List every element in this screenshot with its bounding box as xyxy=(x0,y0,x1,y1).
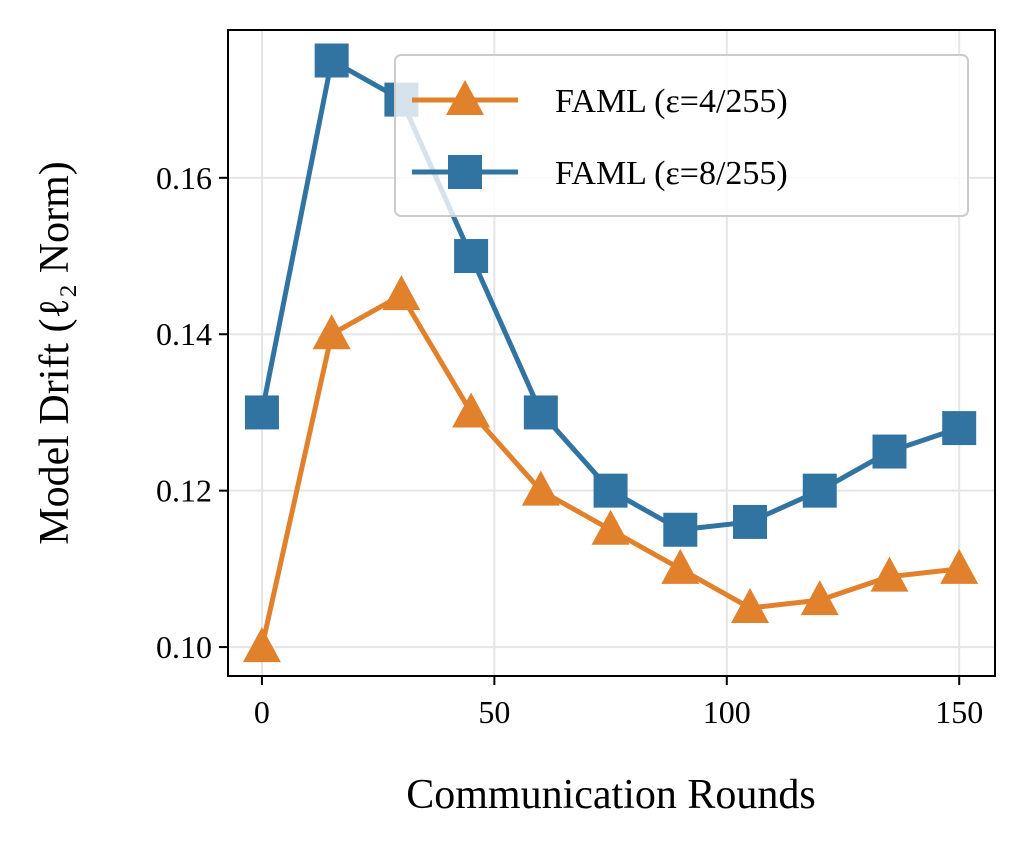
x-tick-label: 50 xyxy=(478,694,510,730)
triangle-marker xyxy=(940,548,979,584)
triangle-marker xyxy=(521,470,560,506)
triangle-marker xyxy=(870,556,909,592)
square-marker xyxy=(448,155,482,189)
triangle-marker xyxy=(446,80,484,115)
y-tick-label: 0.16 xyxy=(156,160,212,196)
triangle-marker xyxy=(800,580,839,616)
triangle-marker xyxy=(382,275,421,311)
x-axis-label: Communication Rounds xyxy=(406,772,816,818)
legend-label: FAML (ε=4/255) xyxy=(555,83,788,120)
y-tick-label: 0.14 xyxy=(156,316,212,352)
square-marker xyxy=(733,504,768,539)
legend-entry: FAML (ε=8/255) xyxy=(412,155,788,192)
legend: FAML (ε=4/255) FAML (ε=8/255) xyxy=(394,54,969,217)
square-marker xyxy=(663,512,698,547)
triangle-marker xyxy=(312,314,351,350)
series-triangle xyxy=(242,275,979,663)
square-marker xyxy=(942,411,977,446)
triangle-marker xyxy=(661,548,700,584)
plot-frame xyxy=(227,29,996,677)
square-marker xyxy=(314,43,349,78)
legend-box xyxy=(394,54,969,217)
square-marker xyxy=(454,239,489,274)
triangle-marker xyxy=(731,587,770,623)
x-tick-label: 100 xyxy=(703,694,751,730)
triangle-marker xyxy=(452,392,491,428)
square-marker xyxy=(244,395,279,430)
triangle-marker xyxy=(242,627,281,663)
y-axis-label: Model Drift (ℓ₂ Norm) xyxy=(32,161,78,545)
legend-entry: FAML (ε=4/255) xyxy=(412,80,788,120)
y-tick-label: 0.10 xyxy=(156,629,212,665)
series-layer xyxy=(242,43,979,663)
square-marker xyxy=(872,434,907,469)
y-tick-label: 0.12 xyxy=(156,473,212,509)
square-marker xyxy=(593,473,628,508)
square-marker xyxy=(523,395,558,430)
square-marker xyxy=(802,473,837,508)
triangle-marker xyxy=(591,509,630,545)
x-tick-label: 150 xyxy=(935,694,983,730)
ticks: 0 50 100 150 0.10 0.12 0.14 0.16 xyxy=(156,160,983,730)
legend-label: FAML (ε=8/255) xyxy=(555,155,788,192)
x-tick-label: 0 xyxy=(254,694,270,730)
